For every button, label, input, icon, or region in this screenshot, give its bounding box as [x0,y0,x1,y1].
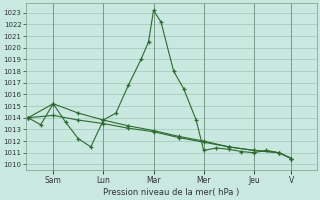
X-axis label: Pression niveau de la mer( hPa ): Pression niveau de la mer( hPa ) [103,188,239,197]
